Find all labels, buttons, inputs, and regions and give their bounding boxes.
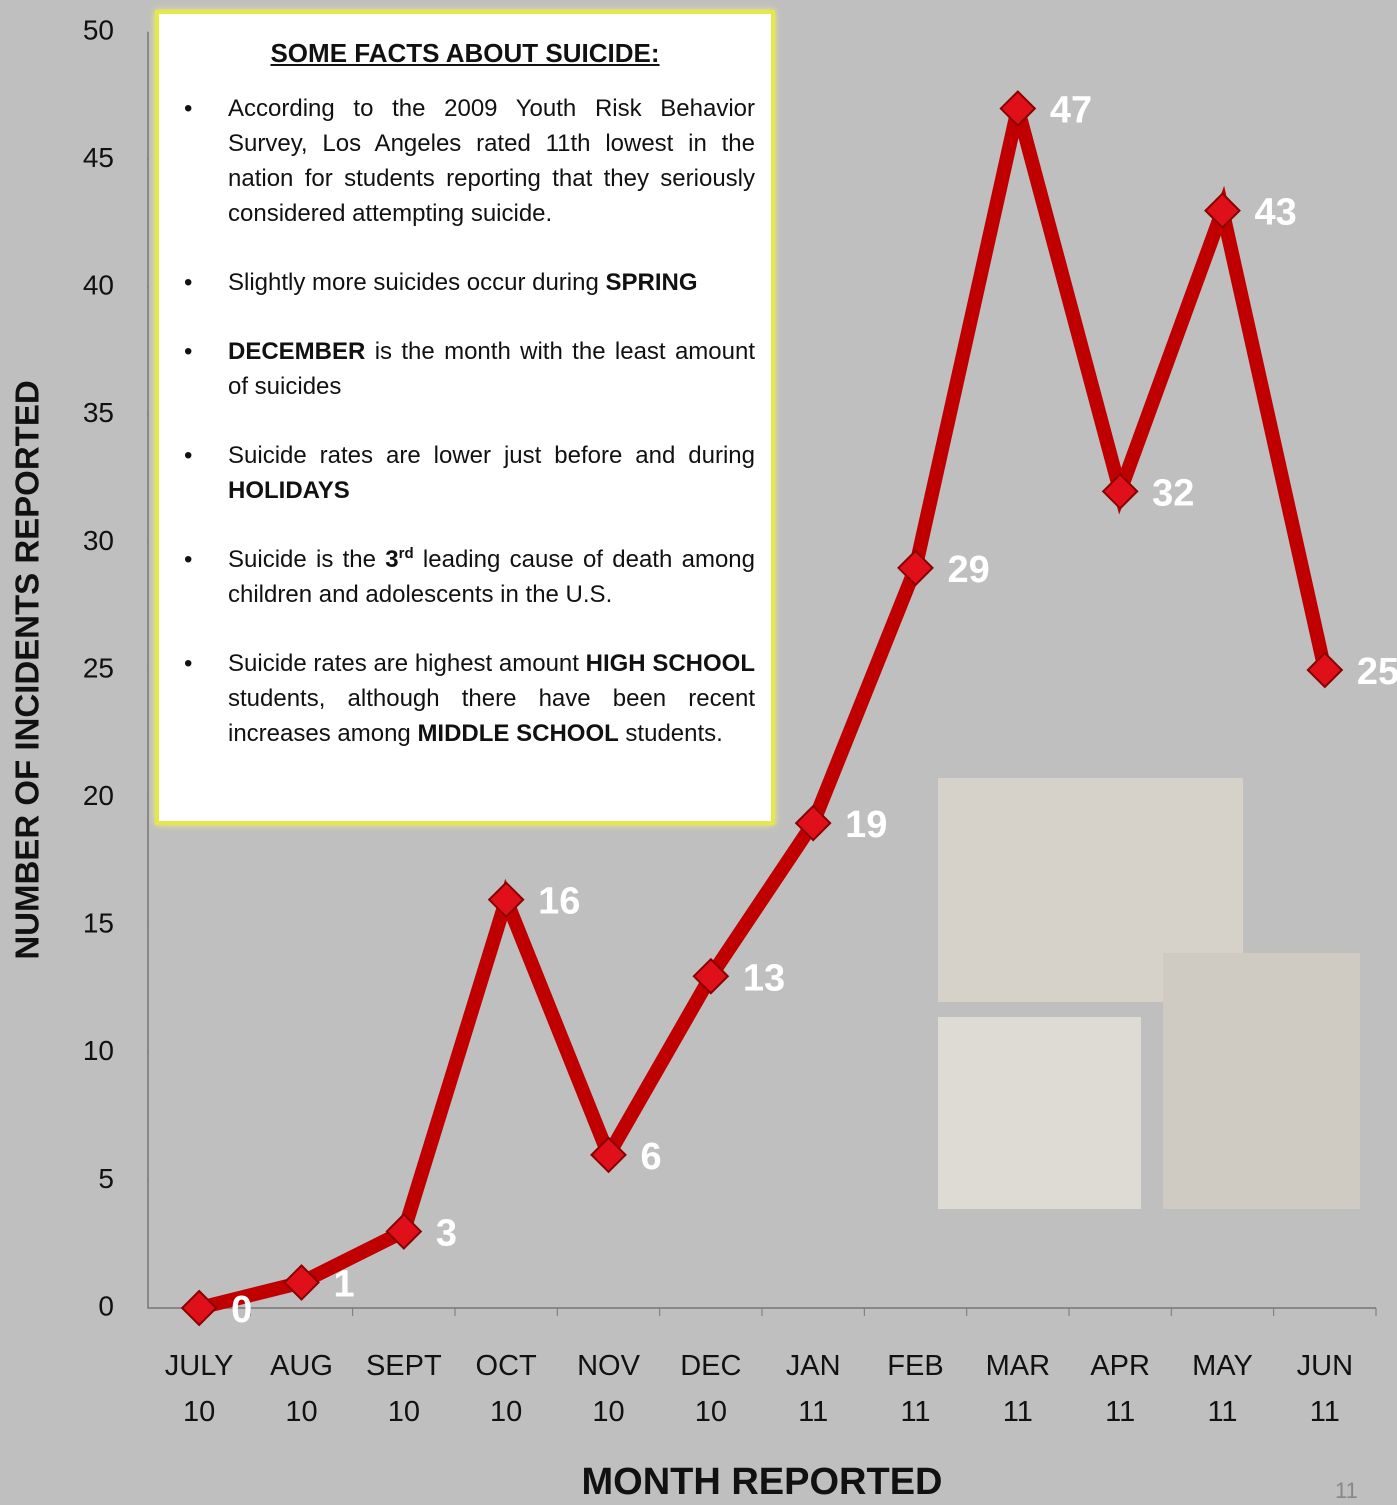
facts-title: SOME FACTS ABOUT SUICIDE:: [270, 38, 660, 68]
y-tick-label: 45: [83, 142, 114, 173]
y-tick-label: 20: [83, 780, 114, 811]
x-tick-label: DEC 10: [680, 1350, 742, 1428]
marker: [283, 1264, 320, 1301]
fact-item: Suicide rates are lower just before and …: [184, 438, 755, 508]
x-tick-label: JAN 11: [785, 1350, 841, 1428]
marker: [385, 1213, 423, 1250]
data-label: 6: [641, 1136, 662, 1178]
y-tick-label: 15: [83, 908, 114, 939]
marker: [794, 804, 832, 842]
x-tick-label: MAR 11: [985, 1350, 1051, 1428]
fact-item: Suicide is the 3rd leading cause of deat…: [184, 542, 755, 612]
marker: [487, 881, 525, 919]
fact-text: MIDDLE SCHOOL: [417, 720, 619, 747]
fact-text: HIGH SCHOOL: [585, 650, 755, 677]
x-tick-label: OCT 10: [475, 1350, 537, 1428]
fact-text: students, although there have been recen…: [228, 685, 755, 747]
fact-text: DECEMBER: [228, 338, 366, 365]
x-tick-label: JUN 11: [1296, 1350, 1354, 1428]
data-label: 1: [334, 1264, 355, 1306]
photo: [1163, 953, 1360, 1209]
fact-item: Slightly more suicides occur during SPRI…: [184, 265, 755, 300]
fact-text: is the month with the least amount of su…: [228, 338, 755, 400]
x-tick-label: SEPT 10: [365, 1350, 442, 1428]
marker: [180, 1289, 218, 1327]
x-tick-label: MAY 11: [1192, 1350, 1253, 1428]
x-tick-label: AUG 10: [270, 1350, 333, 1428]
page-number: 11: [1335, 1478, 1358, 1503]
x-tick-label: JULY 10: [164, 1350, 234, 1428]
data-label: 0: [231, 1289, 252, 1331]
marker: [999, 90, 1037, 127]
data-label: 29: [948, 549, 990, 591]
y-tick-label: 35: [83, 397, 114, 428]
marker: [692, 957, 730, 995]
facts-box: SOME FACTS ABOUT SUICIDE: According to t…: [155, 10, 775, 825]
data-label: 43: [1255, 192, 1297, 234]
y-tick-label: 0: [98, 1290, 114, 1321]
fact-text: Suicide rates are highest amount: [228, 650, 586, 677]
y-tick-label: 30: [83, 525, 114, 556]
fact-text: rd: [398, 545, 414, 562]
fact-item: Suicide rates are highest amount HIGH SC…: [184, 646, 755, 751]
marker: [1306, 651, 1344, 689]
y-tick-label: 40: [83, 270, 114, 301]
marker: [1101, 472, 1139, 510]
data-label: 19: [845, 804, 887, 846]
data-label: 3: [436, 1212, 457, 1254]
photo: [938, 1017, 1141, 1209]
y-tick-label: 25: [83, 652, 114, 683]
x-tick-label: NOV 10: [577, 1350, 640, 1428]
x-axis-title: MONTH REPORTED: [582, 1461, 943, 1503]
marker: [1204, 192, 1241, 230]
line: [197, 106, 1332, 1315]
y-tick-label: 5: [98, 1163, 114, 1194]
marker: [590, 1136, 627, 1174]
fact-text: Slightly more suicides occur during: [228, 269, 606, 296]
fact-text: students.: [618, 720, 723, 747]
x-tick-label: FEB 11: [887, 1350, 944, 1428]
fact-text: leading cause of death among children an…: [228, 546, 755, 608]
fact-text: SPRING: [605, 269, 698, 296]
fact-text: Suicide is the: [228, 546, 386, 573]
facts-list: According to the 2009 Youth Risk Behavio…: [159, 91, 771, 751]
data-label: 25: [1357, 651, 1397, 693]
fact-text: 3: [385, 546, 399, 573]
data-label: 47: [1050, 90, 1092, 132]
x-tick-label: APR 11: [1090, 1350, 1150, 1428]
data-label: 32: [1152, 472, 1194, 514]
fact-text: HOLIDAYS: [228, 477, 350, 504]
data-label: 16: [538, 881, 580, 923]
fact-text: According to the 2009 Youth Risk Behavio…: [228, 95, 755, 227]
data-label: 13: [743, 957, 785, 999]
y-tick-label: 50: [83, 14, 114, 45]
fact-item: DECEMBER is the month with the least amo…: [184, 334, 755, 404]
fact-text: Suicide rates are lower just before and …: [228, 442, 755, 469]
y-axis-title: NUMBER OF INCIDENTS REPORTED: [9, 380, 46, 959]
fact-item: According to the 2009 Youth Risk Behavio…: [184, 91, 755, 231]
marker: [897, 549, 934, 587]
y-tick-label: 10: [83, 1035, 114, 1066]
